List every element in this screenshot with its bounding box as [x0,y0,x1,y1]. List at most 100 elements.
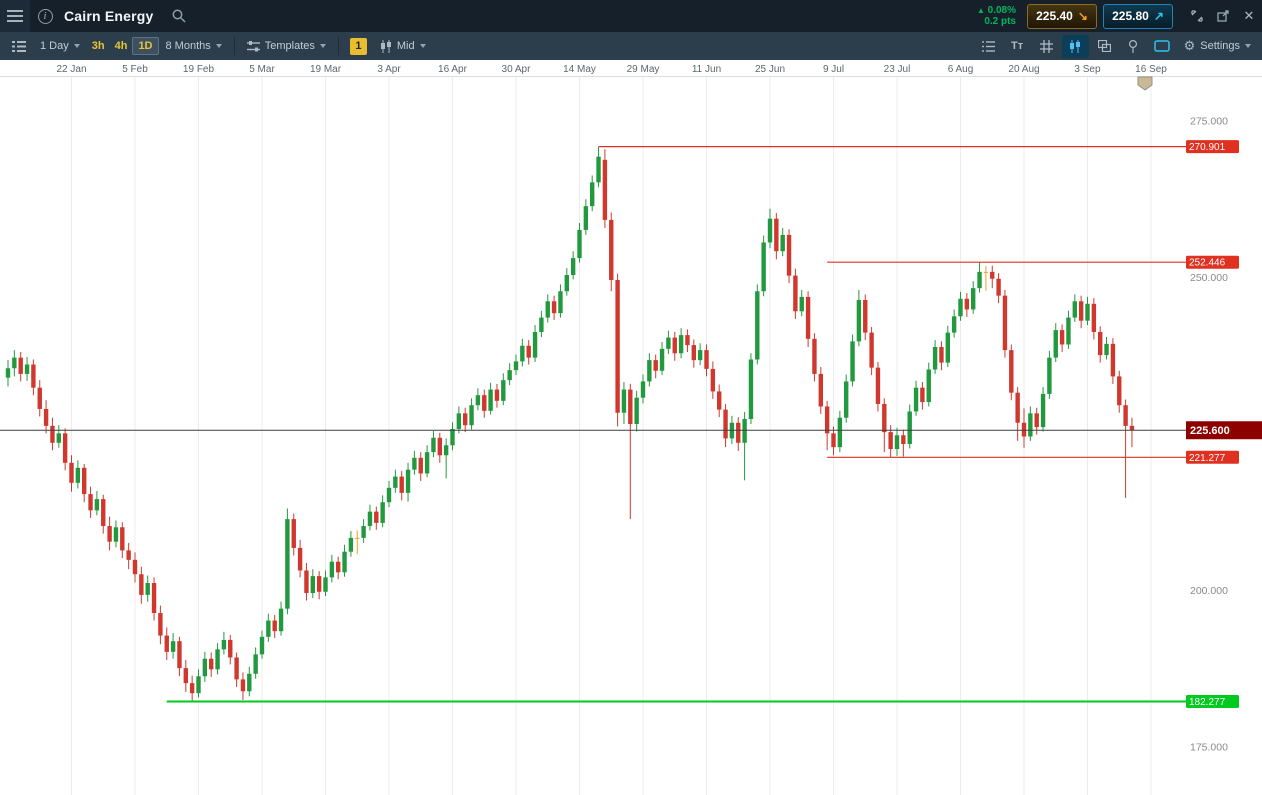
svg-text:200.000: 200.000 [1190,585,1228,597]
svg-text:19 Mar: 19 Mar [310,64,342,75]
toolbar-divider [233,37,235,55]
close-button[interactable]: ✕ [1236,0,1262,32]
buy-price: 225.80 [1112,9,1149,23]
active-tool-button[interactable] [1149,35,1176,58]
list-lines-icon [981,40,995,52]
jump-to-latest-icon[interactable] [1137,76,1153,91]
text-size-icon: Tт [1011,40,1024,52]
info-icon: i [37,8,53,24]
level-badge [1186,450,1239,464]
level-badge-label: 221.277 [1189,453,1226,464]
svg-text:20 Aug: 20 Aug [1008,64,1039,75]
date-labels: 22 Jan 5 Feb 19 Feb 5 Mar 19 Mar 3 Apr 16 Apr 3… [56,64,1167,75]
settings-label: Settings [1200,40,1240,52]
top-bar: i Cairn Energy ▲ 0.08% 0.2 pts 225.40 ↘ … [0,0,1262,32]
timeframe-1d-button[interactable]: 1D [132,37,159,55]
resize-icon [1191,10,1203,22]
svg-text:14 May: 14 May [563,64,596,75]
svg-text:3 Apr: 3 Apr [377,64,401,75]
settings-dropdown[interactable]: ⚙ Settings [1177,35,1258,57]
gridlines-button[interactable] [1033,35,1060,58]
svg-text:22 Jan: 22 Jan [56,64,86,75]
svg-text:29 May: 29 May [627,64,660,75]
svg-text:25 Jun: 25 Jun [755,64,785,75]
chart-menu-button[interactable] [5,35,32,58]
period-label: 1 Day [40,40,69,52]
chevron-down-icon [419,44,426,48]
range-dropdown[interactable]: 8 Months [159,35,229,57]
chart-type-candlestick-icon [1070,39,1081,53]
sell-price: 225.40 [1036,9,1073,23]
popout-icon [1217,10,1229,22]
svg-text:5 Mar: 5 Mar [249,64,275,75]
svg-text:30 Apr: 30 Apr [502,64,532,75]
gear-icon: ⚙ [1183,38,1196,53]
period-dropdown[interactable]: 1 Day [33,35,87,57]
search-button[interactable] [164,0,194,32]
svg-text:9 Jul: 9 Jul [823,64,844,75]
svg-text:175.000: 175.000 [1190,742,1228,754]
chevron-down-icon [1245,44,1251,48]
price-type-dropdown[interactable]: Mid [373,35,433,57]
timeframe-3h-button[interactable]: 3h [91,40,105,52]
current-price-label: 225.600 [1190,425,1230,437]
price-axis-labels[interactable]: 275.000 250.000 200.000 175.000 [1190,116,1228,754]
level-badge [1186,140,1239,154]
grid-icon [1039,39,1053,53]
compare-overlay-button[interactable] [1091,35,1118,58]
pin-icon [1129,39,1138,53]
up-arrow-icon: ▲ [976,5,985,15]
level-badge-label: 252.446 [1189,258,1226,269]
compare-overlay-icon [1097,40,1111,52]
interval-button[interactable]: 1 [349,37,367,55]
chevron-down-icon [215,44,222,48]
chart-toolbar: 1 Day 3h 4h 1D 8 Months Templates 1 Mid [0,32,1262,60]
svg-text:16 Apr: 16 Apr [438,64,468,75]
timeframe-4h-button[interactable]: 4h [114,40,128,52]
price-chart[interactable]: 22 Jan 5 Feb 19 Feb 5 Mar 19 Mar 3 Apr 16 Apr 3… [0,60,1262,795]
toolbar-divider [337,37,339,55]
sell-price-button[interactable]: 225.40 ↘ [1027,3,1097,29]
current-price-badge [1186,421,1262,440]
active-tool-indicator-icon [1154,40,1170,52]
change-points: 0.2 pts [984,16,1016,27]
svg-text:11 Jun: 11 Jun [692,64,721,75]
popout-button[interactable] [1210,0,1236,32]
level-badge-label: 270.901 [1189,142,1226,153]
svg-text:19 Feb: 19 Feb [183,64,215,75]
sell-arrow-icon: ↘ [1077,9,1088,23]
menu-button[interactable] [0,0,30,32]
buy-price-button[interactable]: 225.80 ↗ [1103,3,1173,29]
svg-text:275.000: 275.000 [1190,116,1228,128]
svg-text:6 Aug: 6 Aug [948,64,974,75]
level-badge [1186,694,1239,708]
chart-type-button[interactable] [1061,34,1089,58]
drawing-tool-button[interactable] [1120,35,1147,58]
window-controls: ✕ [1184,0,1262,32]
svg-text:3 Sep: 3 Sep [1074,64,1101,75]
order-panel-button[interactable] [975,35,1002,58]
candles-layer [5,146,1135,702]
svg-text:16 Sep: 16 Sep [1135,64,1167,75]
svg-text:5 Feb: 5 Feb [122,64,148,75]
level-badge [1186,255,1239,269]
svg-text:250.000: 250.000 [1190,272,1228,284]
chevron-down-icon [73,44,80,48]
templates-label: Templates [264,40,315,52]
chevron-down-icon [319,44,326,48]
chart-menu-icon [11,40,26,52]
templates-icon [246,40,260,51]
resize-button[interactable] [1184,0,1210,32]
change-percent: 0.08% [987,4,1016,16]
price-change: ▲ 0.08% 0.2 pts [977,5,1024,28]
level-badge-label: 182.277 [1189,697,1226,708]
text-size-button[interactable]: Tт [1004,35,1031,58]
templates-dropdown[interactable]: Templates [240,35,333,57]
info-button[interactable]: i [30,0,60,32]
instrument-title: Cairn Energy [64,8,154,24]
svg-text:23 Jul: 23 Jul [884,64,911,75]
buy-arrow-icon: ↗ [1153,9,1164,23]
search-icon [172,9,186,23]
chart-area: 22 Jan 5 Feb 19 Feb 5 Mar 19 Mar 3 Apr 16 Apr 3… [0,60,1262,795]
gridlines-layer [71,77,1152,795]
